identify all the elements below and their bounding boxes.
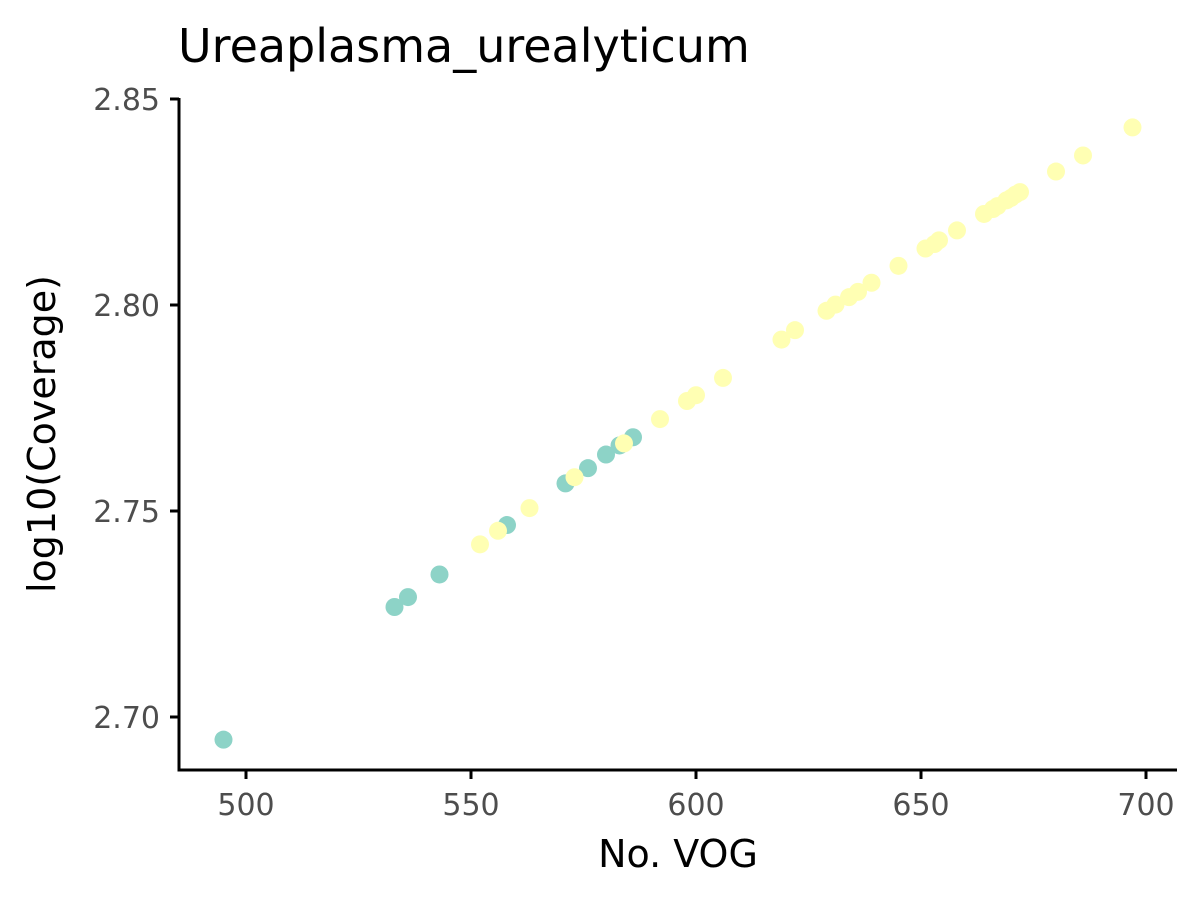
data-point xyxy=(399,588,417,607)
data-point xyxy=(597,445,615,464)
data-point xyxy=(1047,162,1065,181)
data-point xyxy=(430,565,449,584)
x-tick-label: 650 xyxy=(892,788,949,823)
x-tick-label: 700 xyxy=(1117,788,1174,823)
data-point xyxy=(385,598,404,616)
x-tick-label: 500 xyxy=(217,788,274,823)
data-point xyxy=(1011,183,1029,202)
data-point xyxy=(471,535,489,554)
data-point xyxy=(930,231,948,250)
chart-title: Ureaplasma_urealyticum xyxy=(178,19,750,73)
x-tick-label: 550 xyxy=(442,788,499,823)
data-point xyxy=(615,434,633,453)
y-tick-label: 2.70 xyxy=(93,701,160,736)
data-point xyxy=(651,410,669,429)
data-point xyxy=(1123,118,1142,137)
x-tick-label: 600 xyxy=(667,788,724,823)
data-point xyxy=(714,368,732,387)
data-point xyxy=(489,521,507,540)
data-point xyxy=(826,295,845,314)
data-point xyxy=(579,459,597,478)
points-layer xyxy=(214,118,1142,749)
y-axis-ticks: 2.70 2.75 2.80 2.85 xyxy=(93,83,179,736)
data-point xyxy=(772,330,791,349)
y-tick-label: 2.80 xyxy=(93,289,160,324)
data-point xyxy=(214,730,233,749)
x-axis-ticks: 500 550 600 650 700 xyxy=(217,770,1175,823)
data-point xyxy=(565,468,584,487)
data-point xyxy=(862,273,881,292)
data-point xyxy=(520,499,539,518)
data-point xyxy=(1074,146,1092,165)
y-tick-label: 2.85 xyxy=(93,83,160,118)
data-point xyxy=(849,282,867,301)
y-tick-label: 2.75 xyxy=(93,495,160,530)
x-axis-title: No. VOG xyxy=(598,832,758,876)
y-axis-title: log10(Coverage) xyxy=(20,275,64,593)
data-point xyxy=(786,321,804,340)
data-point xyxy=(948,221,966,240)
data-point xyxy=(889,256,908,275)
data-point xyxy=(687,386,705,405)
